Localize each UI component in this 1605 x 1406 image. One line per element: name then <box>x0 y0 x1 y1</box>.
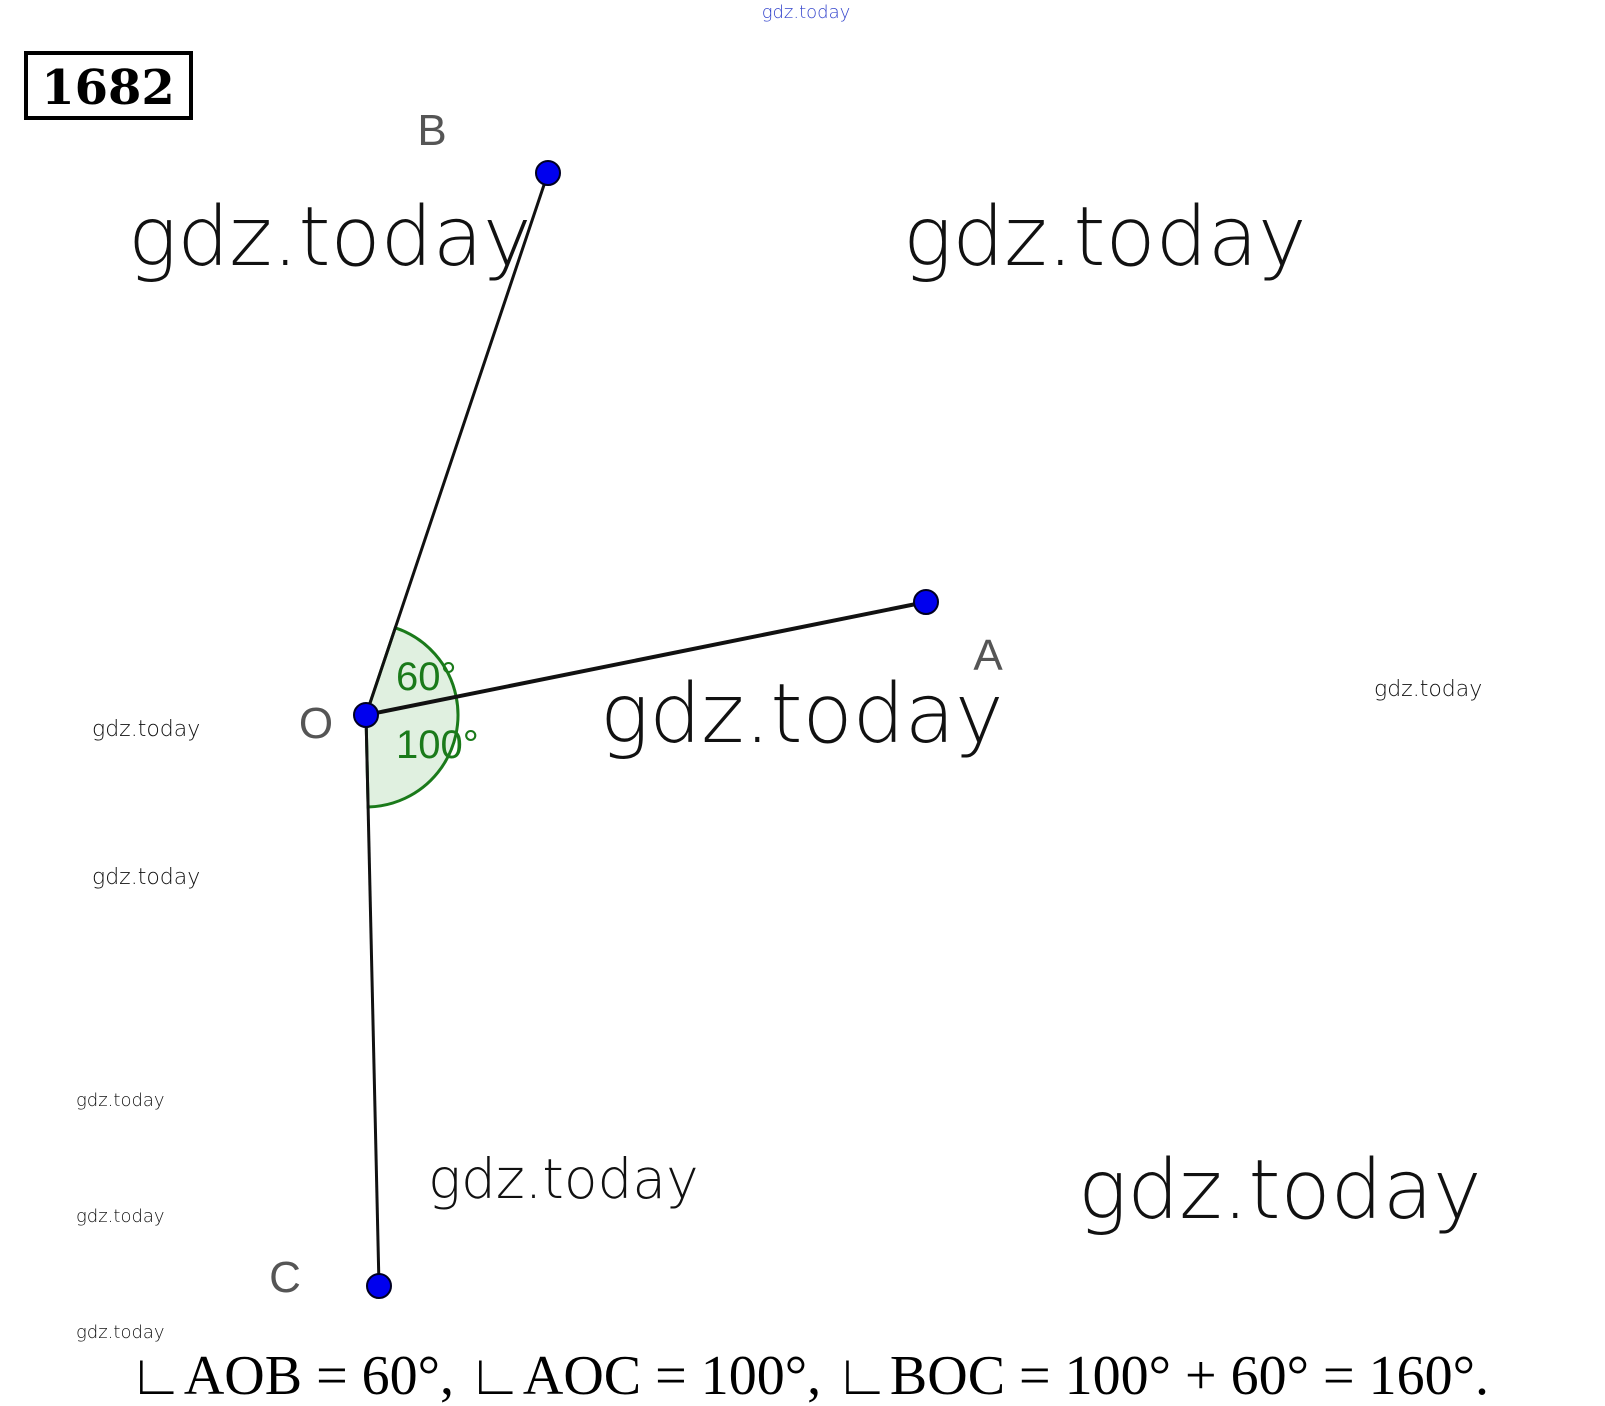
angle-label: 100° <box>396 723 479 767</box>
watermark: gdz.today <box>1078 1143 1482 1238</box>
watermark: gdz.today <box>76 1090 165 1111</box>
point-a <box>913 589 939 615</box>
watermark: gdz.today <box>76 1322 165 1343</box>
watermark: gdz.today <box>762 2 851 23</box>
angle-label: 60° <box>396 655 457 699</box>
ray-oc <box>364 714 381 1287</box>
watermark: gdz.today <box>600 667 1004 762</box>
point-label: O <box>299 699 333 748</box>
watermark: gdz.today <box>92 865 200 890</box>
point-label: A <box>973 631 1003 680</box>
ray-oa <box>365 600 927 717</box>
point-label: C <box>269 1253 301 1302</box>
point-b <box>535 160 561 186</box>
point-label: B <box>417 106 446 155</box>
solution: ∟AOB = 60°, ∟AOC = 100°, ∟BOC = 100° + 6… <box>129 1345 1489 1406</box>
ray-ob <box>364 172 550 716</box>
watermark: gdz.today <box>92 717 200 742</box>
point-o <box>353 702 379 728</box>
problem-box <box>24 51 193 120</box>
watermark: gdz.today <box>76 1206 165 1227</box>
watermark: gdz.today <box>903 190 1307 285</box>
watermark: gdz.today <box>428 1147 699 1211</box>
angle-aoc <box>364 695 460 809</box>
point-c <box>366 1273 392 1299</box>
watermark: gdz.today <box>128 190 532 285</box>
problem-number: 1682 <box>41 60 175 116</box>
watermark: gdz.today <box>1374 677 1482 702</box>
